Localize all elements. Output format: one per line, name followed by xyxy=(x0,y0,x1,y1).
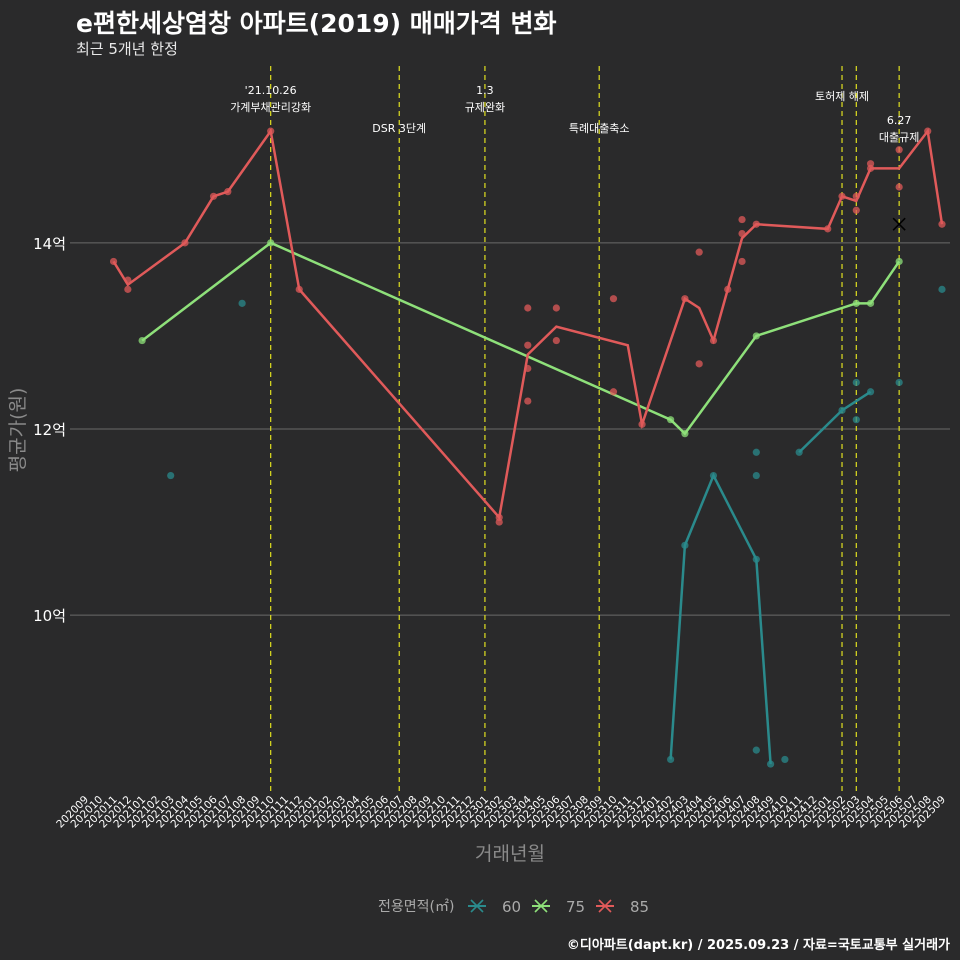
legend-label: 75 xyxy=(566,898,585,916)
y-tick-label: 12억 xyxy=(33,421,66,439)
data-point-85 xyxy=(524,304,532,312)
y-tick-label: 14억 xyxy=(33,235,66,253)
data-point-85 xyxy=(495,518,503,526)
data-point-60 xyxy=(752,471,760,480)
chart-subtitle: 최근 5개년 한정 xyxy=(76,40,178,58)
data-point-60 xyxy=(866,388,875,396)
data-point-85 xyxy=(681,295,689,303)
legend-label: 60 xyxy=(502,898,521,916)
legend-key-mark xyxy=(534,899,548,913)
data-point-85 xyxy=(838,192,846,200)
series-line-60 xyxy=(798,390,872,454)
legend-title: 전용면적(㎡) xyxy=(378,899,454,915)
data-point-85 xyxy=(295,285,303,293)
data-point-60 xyxy=(752,555,760,563)
data-point-85 xyxy=(852,192,860,200)
data-point-75 xyxy=(138,336,146,345)
data-point-85 xyxy=(924,127,932,135)
data-point-60 xyxy=(938,285,946,293)
event-label: '21.10.26 xyxy=(245,84,297,97)
data-point-85 xyxy=(552,336,560,345)
event-label: 규제완화 xyxy=(465,101,505,114)
data-point-85 xyxy=(524,397,532,405)
data-point-60 xyxy=(681,541,689,549)
event-label: DSR 3단계 xyxy=(372,122,426,135)
data-point-85 xyxy=(938,220,946,228)
data-point-85 xyxy=(109,257,118,266)
data-point-85 xyxy=(709,336,718,345)
event-label: 대출규제 xyxy=(879,131,919,144)
source-caption: ©디아파트(dapt.kr) / 2025.09.23 / 자료=국토교통부 실… xyxy=(566,938,950,953)
data-point-85 xyxy=(752,220,760,228)
data-point-75 xyxy=(667,416,675,424)
data-point-60 xyxy=(781,755,789,764)
data-point-60 xyxy=(752,448,760,456)
data-point-85 xyxy=(267,127,275,135)
series-line-75 xyxy=(141,241,901,436)
data-point-85 xyxy=(852,206,860,214)
data-point-75 xyxy=(681,430,689,438)
event-label: 6.27 xyxy=(887,114,912,127)
data-point-60 xyxy=(895,378,903,387)
data-point-60 xyxy=(767,760,775,768)
data-point-75 xyxy=(895,257,903,266)
data-point-85 xyxy=(638,420,646,428)
legend-label: 85 xyxy=(630,898,649,916)
cross-marker xyxy=(892,217,906,231)
data-point-85 xyxy=(609,295,618,303)
data-point-75 xyxy=(267,239,275,247)
data-point-85 xyxy=(895,146,903,154)
data-point-75 xyxy=(852,299,860,307)
data-point-60 xyxy=(795,448,803,456)
data-point-60 xyxy=(752,746,760,754)
data-point-60 xyxy=(852,378,860,387)
y-tick-label: 10억 xyxy=(33,607,66,625)
data-point-85 xyxy=(181,239,189,247)
event-label: 특례대출축소 xyxy=(569,122,630,135)
series-line-85 xyxy=(112,128,944,521)
data-point-85 xyxy=(124,285,132,293)
data-point-85 xyxy=(724,285,732,293)
data-point-60 xyxy=(852,416,860,424)
data-point-60 xyxy=(167,471,175,480)
data-point-85 xyxy=(738,215,746,224)
data-point-60 xyxy=(238,299,246,307)
data-point-85 xyxy=(524,341,532,349)
data-point-85 xyxy=(866,164,875,172)
data-point-85 xyxy=(124,276,132,284)
data-point-85 xyxy=(695,248,703,256)
data-point-85 xyxy=(695,360,703,368)
legend: 전용면적(㎡) 60 75 85 xyxy=(378,898,649,916)
data-point-75 xyxy=(866,299,875,307)
legend-key-mark xyxy=(470,899,484,913)
chart-title: e편한세상염창 아파트(2019) 매매가격 변화 xyxy=(76,9,557,38)
y-axis-title: 평균가(원) xyxy=(7,388,29,473)
data-point-85 xyxy=(224,188,232,196)
data-point-60 xyxy=(709,471,718,480)
data-point-85 xyxy=(895,183,903,191)
data-point-75 xyxy=(752,332,760,340)
data-point-85 xyxy=(524,364,532,373)
series-line-60 xyxy=(669,472,772,765)
data-point-85 xyxy=(552,304,560,312)
data-point-85 xyxy=(738,257,746,266)
legend-key-mark xyxy=(598,899,612,913)
event-label: 가계부채관리강화 xyxy=(230,101,311,114)
data-point-85 xyxy=(209,192,218,200)
event-label: 1.3 xyxy=(476,84,494,97)
x-axis-title: 거래년월 xyxy=(475,843,545,865)
data-point-85 xyxy=(609,388,618,396)
data-point-60 xyxy=(838,406,846,414)
event-label: 토허제 해제 xyxy=(815,89,869,103)
data-point-60 xyxy=(667,755,675,764)
data-point-85 xyxy=(738,229,746,238)
data-point-85 xyxy=(824,225,832,233)
